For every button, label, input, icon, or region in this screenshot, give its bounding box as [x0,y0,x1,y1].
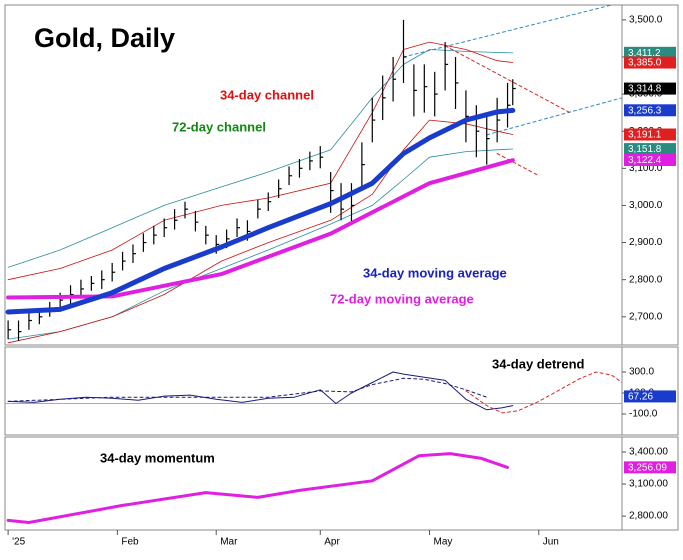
x-tick-label: Jun [543,537,559,548]
panel-frame [4,346,679,436]
value-tag-label: 3,256.09 [628,462,667,473]
value-tag-label: 67.26 [628,392,653,403]
y-tick-label: 3,500.0 [629,14,663,25]
annotation: 34-day momentum [100,450,215,465]
annotation: 34-day detrend [492,356,585,371]
annotation: 72-day channel [172,119,266,134]
x-tick-label: Apr [324,537,340,548]
value-tag [624,56,676,69]
value-tag [624,128,676,141]
line [7,49,514,268]
plot-layer: 2,700.02,800.02,900.03,000.03,100.03,200… [4,4,679,548]
projection-line [444,45,571,114]
projection-line [496,153,540,177]
value-tag [624,104,676,117]
value-tag-label: 3,191.1 [628,130,662,141]
chart-title: Gold, Daily [34,23,175,53]
x-tick-label: '25 [12,537,25,548]
line [7,371,514,411]
plot-area [5,371,622,414]
annotation: 34-day moving average [363,265,507,280]
projection-line [465,371,622,414]
value-tag [624,46,676,59]
value-tag [624,143,676,156]
y-tick-label: 2,800.0 [629,274,663,285]
panel-frame [4,436,679,531]
y-tick-label: 2,800.00 [629,511,668,522]
y-tick-label: -100.0 [629,409,658,420]
value-tag-label: 3,411.2 [628,48,661,59]
value-tag [624,154,676,167]
projection-line [403,5,613,58]
value-tag [624,461,676,474]
annotation: 72-day moving average [330,291,474,306]
plot-area [6,452,509,524]
value-tag [624,390,676,403]
value-tag-label: 3,385.0 [628,58,662,69]
x-tick-label: Feb [121,537,139,548]
x-tick-label: May [434,537,453,548]
value-tag-label: 3,122.4 [628,155,662,166]
annotation: 34-day channel [220,87,314,102]
value-tag-label: 3,151.8 [628,144,662,155]
y-tick-label: 2,700.0 [629,311,663,322]
y-tick-label: 2,900.0 [629,237,663,248]
value-tag-label: 3,314.8 [628,84,662,95]
y-tick-label: 300.0 [629,367,654,378]
y-tick-label: 3,000.0 [629,200,663,211]
y-tick-label: 3,400.00 [629,447,668,458]
projection-line [486,97,622,136]
y-tick-label: 3,100.00 [629,479,668,490]
value-tag-label: 3,256.3 [628,105,662,116]
value-tag [624,82,676,95]
panel-frame [4,4,679,346]
line [6,452,509,524]
plot-area [5,5,622,344]
line [5,107,516,315]
y-tick-label: 3,100.0 [629,163,663,174]
x-tick-label: Mar [220,537,238,548]
